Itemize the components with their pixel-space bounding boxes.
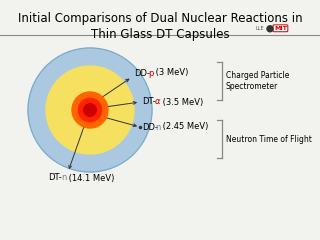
Text: (3 MeV): (3 MeV): [153, 68, 188, 78]
Circle shape: [28, 48, 152, 172]
Text: DD-: DD-: [134, 68, 150, 78]
Circle shape: [46, 66, 134, 154]
Text: α: α: [155, 97, 161, 107]
Text: DD-: DD-: [142, 122, 158, 132]
Circle shape: [78, 98, 102, 122]
Text: MIT: MIT: [274, 26, 287, 31]
Circle shape: [267, 26, 273, 32]
Text: DT-: DT-: [142, 97, 156, 107]
Text: Neutron Time of Flight: Neutron Time of Flight: [226, 134, 312, 144]
Text: n: n: [61, 174, 66, 182]
Text: (2.45 MeV): (2.45 MeV): [160, 122, 208, 132]
Circle shape: [72, 92, 108, 128]
Text: (14.1 MeV): (14.1 MeV): [66, 174, 114, 182]
Text: DT-: DT-: [48, 174, 62, 182]
Text: Charged Particle
Spectrometer: Charged Particle Spectrometer: [226, 71, 289, 91]
Circle shape: [84, 104, 96, 116]
Text: n: n: [155, 122, 160, 132]
Text: p: p: [148, 68, 153, 78]
Text: LLE: LLE: [256, 26, 265, 31]
Text: (3.5 MeV): (3.5 MeV): [160, 97, 203, 107]
Text: Initial Comparisons of Dual Nuclear Reactions in
Thin Glass DT Capsules: Initial Comparisons of Dual Nuclear Reac…: [18, 12, 302, 41]
